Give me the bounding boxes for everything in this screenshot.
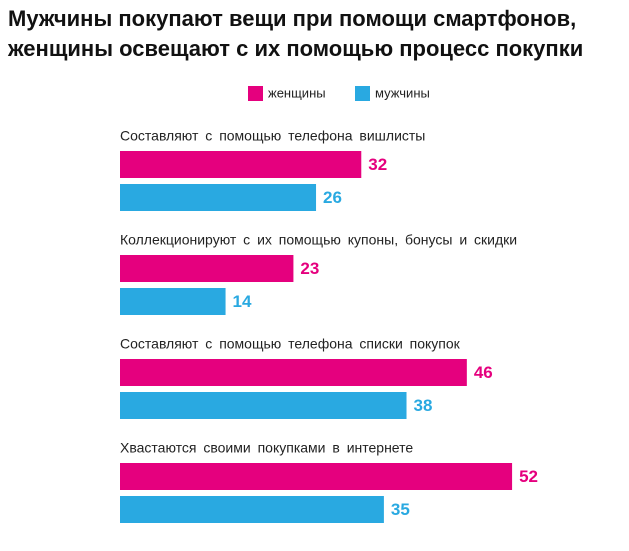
bar <box>120 359 467 386</box>
chart-title: Мужчины покупают вещи при помощи смартфо… <box>8 6 576 31</box>
value-label: 26 <box>323 188 342 207</box>
bar <box>120 392 407 419</box>
legend-label: женщины <box>268 85 326 100</box>
value-label: 32 <box>368 155 387 174</box>
bar <box>120 496 384 523</box>
value-label: 52 <box>519 467 538 486</box>
legend-label: мужчины <box>375 85 430 100</box>
value-label: 38 <box>414 396 433 415</box>
bar <box>120 255 294 282</box>
legend-swatch <box>248 86 263 101</box>
bar <box>120 184 317 211</box>
legend-swatch <box>355 86 370 101</box>
value-label: 35 <box>391 500 410 519</box>
category-label: Составляют с помощью телефона вишлисты <box>120 128 425 144</box>
value-label: 23 <box>300 259 319 278</box>
category-label: Коллекционируют с их помощью купоны, бон… <box>120 232 517 248</box>
bar <box>120 151 362 178</box>
category-label: Составляют с помощью телефона списки пок… <box>120 336 461 352</box>
bar <box>120 288 226 315</box>
category-label: Хвастаются своими покупками в интернете <box>120 440 413 456</box>
chart-title: женщины освещают с их помощью процесс по… <box>7 36 583 61</box>
bar <box>120 463 513 490</box>
value-label: 14 <box>233 292 252 311</box>
value-label: 46 <box>474 363 493 382</box>
